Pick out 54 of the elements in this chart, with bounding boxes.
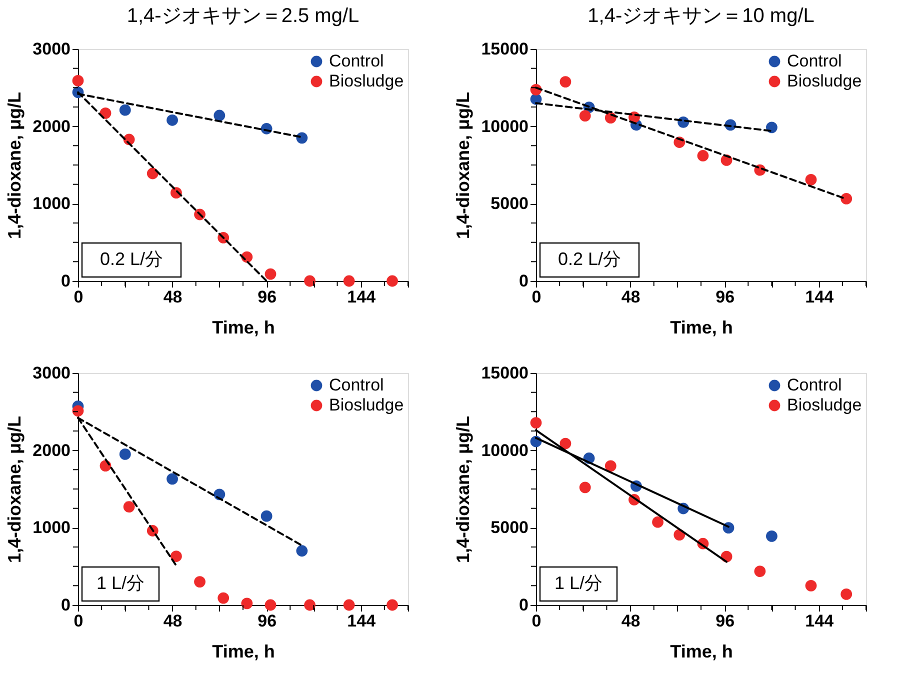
y-tick-label: 1000: [32, 518, 70, 538]
y-tick-label: 3000: [32, 364, 70, 382]
annotation: 1 L/分: [554, 573, 603, 593]
x-tick-label: 0: [74, 288, 84, 306]
x-tick-label: 144: [805, 288, 834, 306]
x-tick-label: 96: [258, 612, 277, 630]
x-tick-label: 48: [163, 612, 182, 630]
x-tick-label: 48: [621, 612, 640, 630]
x-tick-label: 144: [347, 612, 376, 630]
annotation: 0.2 L/分: [558, 249, 622, 269]
y-tick-label: 0: [61, 272, 70, 290]
x-tick-label: 96: [258, 288, 277, 306]
legend-label: Biosludge: [787, 72, 862, 90]
x-tick-label: 48: [621, 288, 640, 306]
x-tick-label: 144: [347, 288, 376, 306]
y-tick-label: 2000: [32, 440, 70, 460]
chart-title: 1,4-ジオキサン＝2.5 mg/L: [126, 5, 360, 27]
x-axis-title: Time, h: [670, 642, 733, 662]
x-tick-label: 96: [716, 612, 735, 630]
y-tick-label: 10000: [481, 116, 528, 136]
legend-label: Biosludge: [329, 396, 404, 414]
y-tick-label: 0: [519, 596, 528, 614]
y-tick-label: 5000: [490, 518, 528, 538]
x-tick-label: 0: [532, 612, 542, 630]
x-tick-label: 96: [716, 288, 735, 306]
y-axis-title: 1,4-dioxane, μg/L: [4, 92, 25, 240]
y-tick-label: 15000: [481, 40, 528, 58]
y-axis-title: 1,4-dioxane, μg/L: [453, 92, 474, 240]
legend-label: Control: [329, 376, 384, 394]
x-tick-label: 48: [163, 288, 182, 306]
legend-label: Control: [329, 52, 384, 70]
annotation: 0.2 L/分: [100, 249, 164, 269]
y-tick-label: 0: [519, 272, 528, 290]
x-tick-label: 144: [805, 612, 834, 630]
y-tick-label: 0: [61, 596, 70, 614]
legend-label: Biosludge: [787, 396, 862, 414]
x-axis-title: Time, h: [212, 318, 275, 338]
y-tick-label: 10000: [481, 440, 528, 460]
x-axis-title: Time, h: [670, 318, 733, 338]
y-tick-label: 2000: [32, 116, 70, 136]
x-tick-label: 0: [532, 288, 542, 306]
legend-label: Control: [787, 52, 842, 70]
legend-label: Biosludge: [329, 72, 404, 90]
y-tick-label: 3000: [32, 40, 70, 58]
x-tick-label: 0: [74, 612, 84, 630]
legend-label: Control: [787, 376, 842, 394]
chart-title: 1,4-ジオキサン＝10 mg/L: [588, 5, 814, 27]
y-tick-label: 5000: [490, 194, 528, 214]
y-axis-title: 1,4-dioxane, μg/L: [453, 416, 474, 564]
y-tick-label: 1000: [32, 194, 70, 214]
y-axis-title: 1,4-dioxane, μg/L: [4, 416, 25, 564]
x-axis-title: Time, h: [212, 642, 275, 662]
y-tick-label: 15000: [481, 364, 528, 382]
annotation: 1 L/分: [96, 573, 145, 593]
